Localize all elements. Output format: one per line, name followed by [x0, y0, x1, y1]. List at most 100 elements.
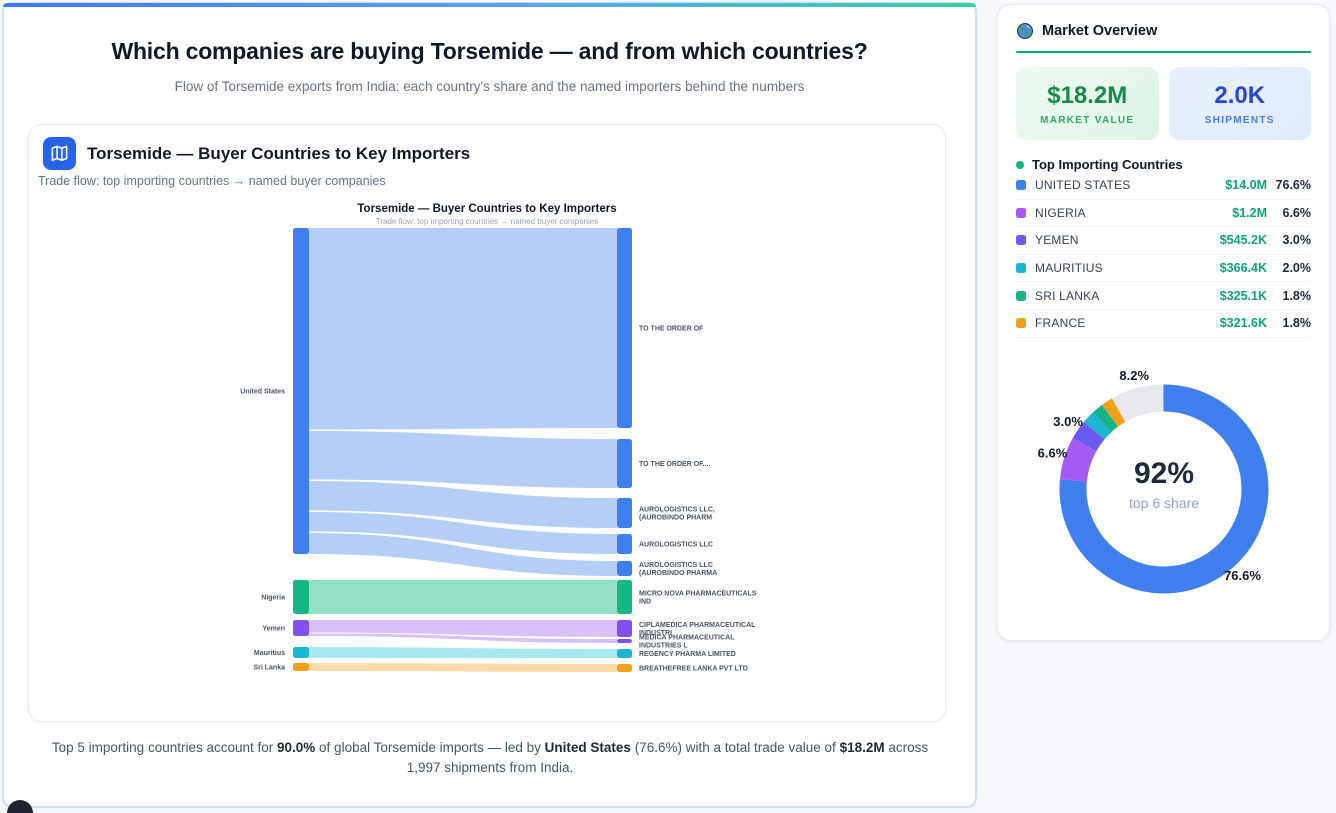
sankey-card-header: Torsemide — Buyer Countries to Key Impor…	[43, 137, 470, 170]
country-color-swatch	[1016, 207, 1026, 218]
sankey-link-yemen-r8	[309, 633, 617, 643]
sankey-node-label: MICRO NOVA PHARMACEUTICALS IND	[639, 591, 757, 606]
donut-chart: 92% top 6 share 76.6% 6.6% 3.0% 8.2%	[1038, 368, 1269, 594]
country-name: MAURITIUS	[1035, 261, 1103, 276]
sankey-node-yemen	[293, 620, 309, 636]
footer-text: Top 5 importing countries account for	[51, 740, 278, 755]
stat-value: 2.0K	[1214, 81, 1266, 109]
sankey-node-us	[293, 228, 309, 554]
main-panel: Which companies are buying Torsemide — a…	[2, 2, 977, 808]
page-subtitle: Flow of Torsemide exports from India: ea…	[174, 79, 805, 94]
sankey-node-label: AUROLOGISTICS LLC	[639, 542, 713, 549]
floating-action-button[interactable]	[7, 800, 33, 813]
country-row: FRANCE $321.6K 1.8%	[1016, 310, 1311, 338]
stat-value: $18.2M	[1047, 81, 1128, 109]
country-value: $1.2M	[1232, 205, 1267, 220]
country-color-swatch	[1016, 180, 1026, 191]
donut-label: 3.0%	[1053, 414, 1083, 429]
country-color-swatch	[1016, 318, 1026, 329]
sankey-link-us-r4	[309, 512, 617, 554]
country-list-title: Top Importing Countries	[1032, 157, 1183, 172]
donut-center-label: top 6 share	[1129, 495, 1199, 511]
country-pct: 1.8%	[1282, 288, 1312, 303]
sankey-node-label: Yemen	[262, 626, 285, 633]
sankey-links	[309, 228, 617, 672]
market-overview-title: Market Overview	[1042, 23, 1158, 39]
stat-boxes: $18.2M MARKET VALUE 2.0K SHIPMENTS	[1016, 67, 1311, 140]
sankey-node-r1	[617, 228, 632, 428]
country-list-header: Top Importing Countries	[1016, 157, 1311, 172]
sankey-node-r5	[617, 561, 632, 576]
sankey-node-label: BREATHEFREE LANKA PVT LTD	[639, 666, 748, 673]
sankey-node-r8	[617, 639, 632, 643]
donut-chart-wrap: 92% top 6 share 76.6% 6.6% 3.0% 8.2%	[1014, 357, 1314, 627]
country-row: NIGERIA $1.2M 6.6%	[1016, 200, 1311, 228]
country-name: FRANCE	[1035, 316, 1086, 331]
country-row: YEMEN $545.2K 3.0%	[1016, 227, 1311, 255]
footer-text: (76.6%) with a total trade value of	[630, 740, 840, 755]
country-value: $14.0M	[1225, 178, 1267, 193]
stat-shipments: 2.0K SHIPMENTS	[1168, 67, 1311, 140]
sankey-subtitle: Trade flow: top importing countries → na…	[376, 217, 598, 226]
country-name: UNITED STATES	[1035, 178, 1131, 193]
country-pct: 1.8%	[1282, 316, 1312, 331]
header-underline	[1016, 51, 1311, 53]
country-value: $545.2K	[1219, 233, 1267, 248]
donut-label: 6.6%	[1038, 446, 1068, 461]
sankey-node-label: AUROLOGISTICS LLC (AUROBINDO PHARMA	[639, 562, 717, 577]
sankey-node-label: Nigeria	[261, 595, 285, 602]
sankey-nodes	[293, 228, 632, 672]
country-pct: 2.0%	[1282, 261, 1312, 276]
sankey-link-srilanka-r10	[309, 663, 617, 672]
country-color-swatch	[1016, 290, 1026, 301]
sankey-node-r4	[617, 534, 632, 554]
footer-text: of global Torsemide imports — led by	[315, 740, 545, 755]
globe-icon	[1016, 22, 1034, 40]
map-icon	[43, 137, 76, 170]
insight-footer: Top 5 importing countries account for 90…	[50, 738, 930, 778]
donut-center-value: 92%	[1134, 457, 1194, 490]
sankey-node-r3	[617, 498, 632, 528]
country-row: UNITED STATES $14.0M 76.6%	[1016, 172, 1311, 200]
country-value: $321.6K	[1219, 316, 1267, 331]
accent-gradient-bar	[3, 3, 976, 7]
sankey-node-mauritius	[293, 647, 309, 658]
country-color-swatch	[1016, 235, 1026, 246]
sankey-node-label: Mauritius	[254, 650, 285, 657]
country-color-swatch	[1016, 263, 1026, 274]
sankey-card: Torsemide — Buyer Countries to Key Impor…	[28, 124, 946, 722]
footer-bold-country: United States	[544, 740, 631, 755]
country-row: MAURITIUS $366.4K 2.0%	[1016, 255, 1311, 283]
country-name: YEMEN	[1035, 233, 1079, 248]
sankey-node-label: MEDICA PHARMACEUTICAL INDUSTRIES L	[639, 635, 735, 650]
sankey-link-us-r2	[309, 431, 617, 488]
country-value: $325.1K	[1219, 288, 1267, 303]
sankey-link-us-r1	[309, 228, 617, 430]
sankey-node-label: United States	[240, 389, 285, 396]
sankey-node-label: Sri Lanka	[253, 665, 285, 672]
sankey-labels: United States Nigeria Yemen Mauritius Sri La…	[240, 326, 757, 673]
donut-label: 8.2%	[1119, 368, 1149, 383]
country-row: SRI LANKA $325.1K 1.8%	[1016, 282, 1311, 310]
donut-segment-other	[1059, 384, 1269, 594]
country-name: NIGERIA	[1035, 205, 1086, 220]
country-value: $366.4K	[1219, 261, 1267, 276]
sankey-node-r2	[617, 439, 632, 488]
sankey-node-r6	[617, 580, 632, 614]
sankey-node-label: TO THE ORDER OF	[639, 326, 704, 333]
sankey-link-us-r3	[309, 481, 617, 528]
country-list: UNITED STATES $14.0M 76.6% NIGERIA $1.2M 6.6%…	[1016, 172, 1311, 338]
sankey-node-label: REGENCY PHARMA LIMITED	[639, 651, 736, 658]
footer-bold-value: $18.2M	[839, 740, 885, 755]
stat-market-value: $18.2M MARKET VALUE	[1016, 67, 1159, 140]
donut-label: 76.6%	[1224, 568, 1261, 583]
sankey-title: Torsemide — Buyer Countries to Key Impor…	[357, 203, 616, 215]
sankey-node-r9	[617, 649, 632, 658]
sankey-node-label: TO THE ORDER OF....	[639, 461, 710, 468]
sankey-node-label: AUROLOGISTICS LLC, (AUROBINDO PHARM	[639, 507, 715, 522]
sankey-card-title: Torsemide — Buyer Countries to Key Impor…	[87, 143, 471, 163]
stat-label: MARKET VALUE	[1040, 114, 1135, 126]
sankey-link-us-r5	[309, 533, 617, 576]
market-overview-panel: Market Overview $18.2M MARKET VALUE 2.0K…	[997, 4, 1330, 641]
country-pct: 3.0%	[1282, 233, 1312, 248]
